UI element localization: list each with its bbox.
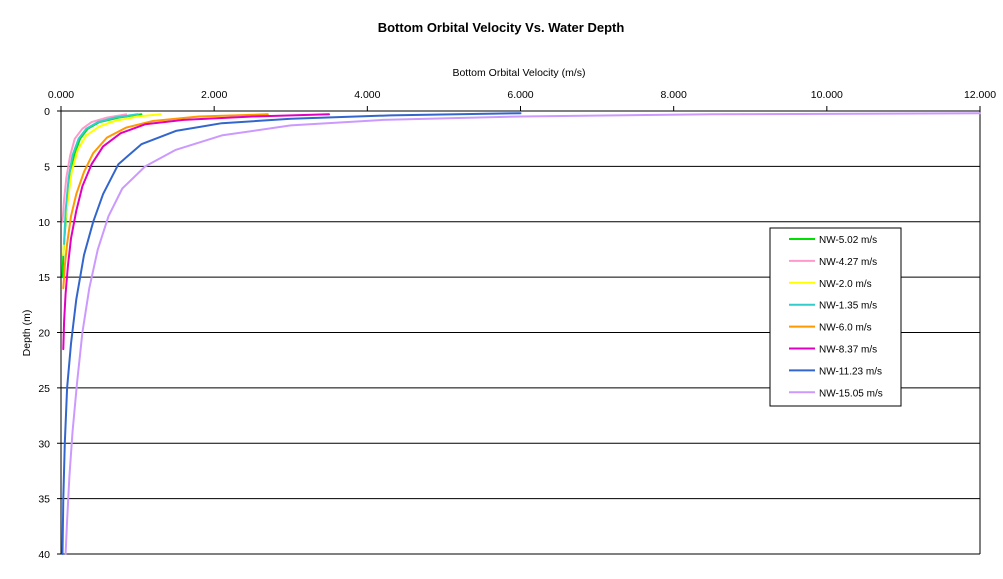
series-line-6 — [62, 113, 330, 351]
y-axis-title: Depth (m) — [21, 310, 33, 357]
legend-box — [769, 227, 902, 407]
tick-labels: 0.000 2.000 4.000 6.000 8.000 10.000 12.000 0 5 1… — [38, 89, 996, 561]
legend: NW-5.02 m/s NW-4.27 m/s NW-2.0 m/s NW-1.35 … — [769, 227, 902, 407]
legend-label: NW-5.02 m/s — [819, 235, 877, 246]
legend-label: NW-1.35 m/s — [819, 301, 877, 312]
legend-label: NW-8.37 m/s — [819, 345, 877, 356]
x-tick-label: 2.000 — [201, 89, 227, 101]
y-tick-label: 20 — [38, 328, 50, 340]
y-tick-label: 10 — [38, 217, 50, 229]
legend-label: NW-11.23 m/s — [819, 366, 882, 377]
legend-label: NW-15.05 m/s — [819, 388, 883, 399]
series-line-4 — [63, 113, 139, 245]
y-tick-label: 40 — [38, 549, 50, 561]
series-line-7 — [61, 112, 522, 555]
x-tick-label: 4.000 — [354, 89, 380, 101]
x-tick-label: 6.000 — [507, 89, 533, 101]
series-lines — [61, 112, 981, 555]
y-tick-label: 35 — [38, 494, 50, 506]
y-tick-label: 15 — [38, 272, 50, 284]
legend-label: NW-2.0 m/s — [819, 279, 872, 290]
y-tick-label: 5 — [44, 161, 50, 173]
x-tick-label: 0.000 — [48, 89, 74, 101]
legend-label: NW-4.27 m/s — [819, 257, 877, 268]
chart-title: Bottom Orbital Velocity Vs. Water Depth — [378, 20, 625, 35]
legend-label: NW-6.0 m/s — [819, 323, 872, 334]
x-tick-label: 10.000 — [811, 89, 843, 101]
y-tick-label: 25 — [38, 383, 50, 395]
y-tick-label: 30 — [38, 438, 50, 450]
series-line-2 — [61, 113, 128, 223]
x-axis-title: Bottom Orbital Velocity (m/s) — [452, 67, 585, 79]
y-tick-label: 0 — [44, 106, 50, 118]
gridlines — [60, 110, 981, 555]
series-line-5 — [62, 113, 269, 290]
x-tick-label: 12.000 — [964, 89, 996, 101]
series-line-8 — [64, 112, 981, 555]
x-tick-label: 8.000 — [661, 89, 687, 101]
